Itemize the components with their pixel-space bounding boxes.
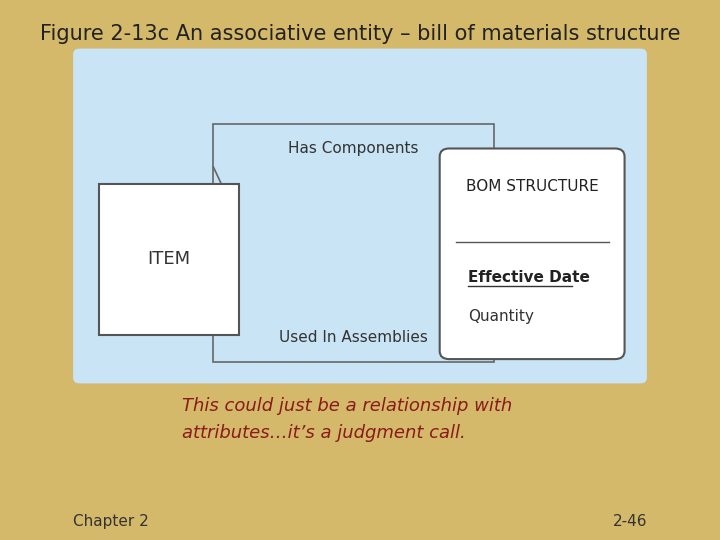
Text: 2-46: 2-46 <box>613 514 647 529</box>
Text: This could just be a relationship with: This could just be a relationship with <box>181 397 512 415</box>
Text: attributes…it’s a judgment call.: attributes…it’s a judgment call. <box>181 424 465 442</box>
Polygon shape <box>576 179 596 226</box>
Text: Has Components: Has Components <box>289 141 419 156</box>
Text: Effective Date: Effective Date <box>469 269 590 285</box>
Text: ITEM: ITEM <box>147 250 190 268</box>
FancyBboxPatch shape <box>73 49 647 383</box>
Text: Used In Assemblies: Used In Assemblies <box>279 330 428 345</box>
FancyBboxPatch shape <box>99 184 239 335</box>
Text: BOM STRUCTURE: BOM STRUCTURE <box>466 179 598 194</box>
FancyBboxPatch shape <box>440 148 624 359</box>
FancyBboxPatch shape <box>213 124 494 362</box>
Text: Figure 2-13c An associative entity – bill of materials structure: Figure 2-13c An associative entity – bil… <box>40 24 680 44</box>
Text: Quantity: Quantity <box>469 308 534 323</box>
Polygon shape <box>576 276 596 323</box>
Text: Chapter 2: Chapter 2 <box>73 514 149 529</box>
